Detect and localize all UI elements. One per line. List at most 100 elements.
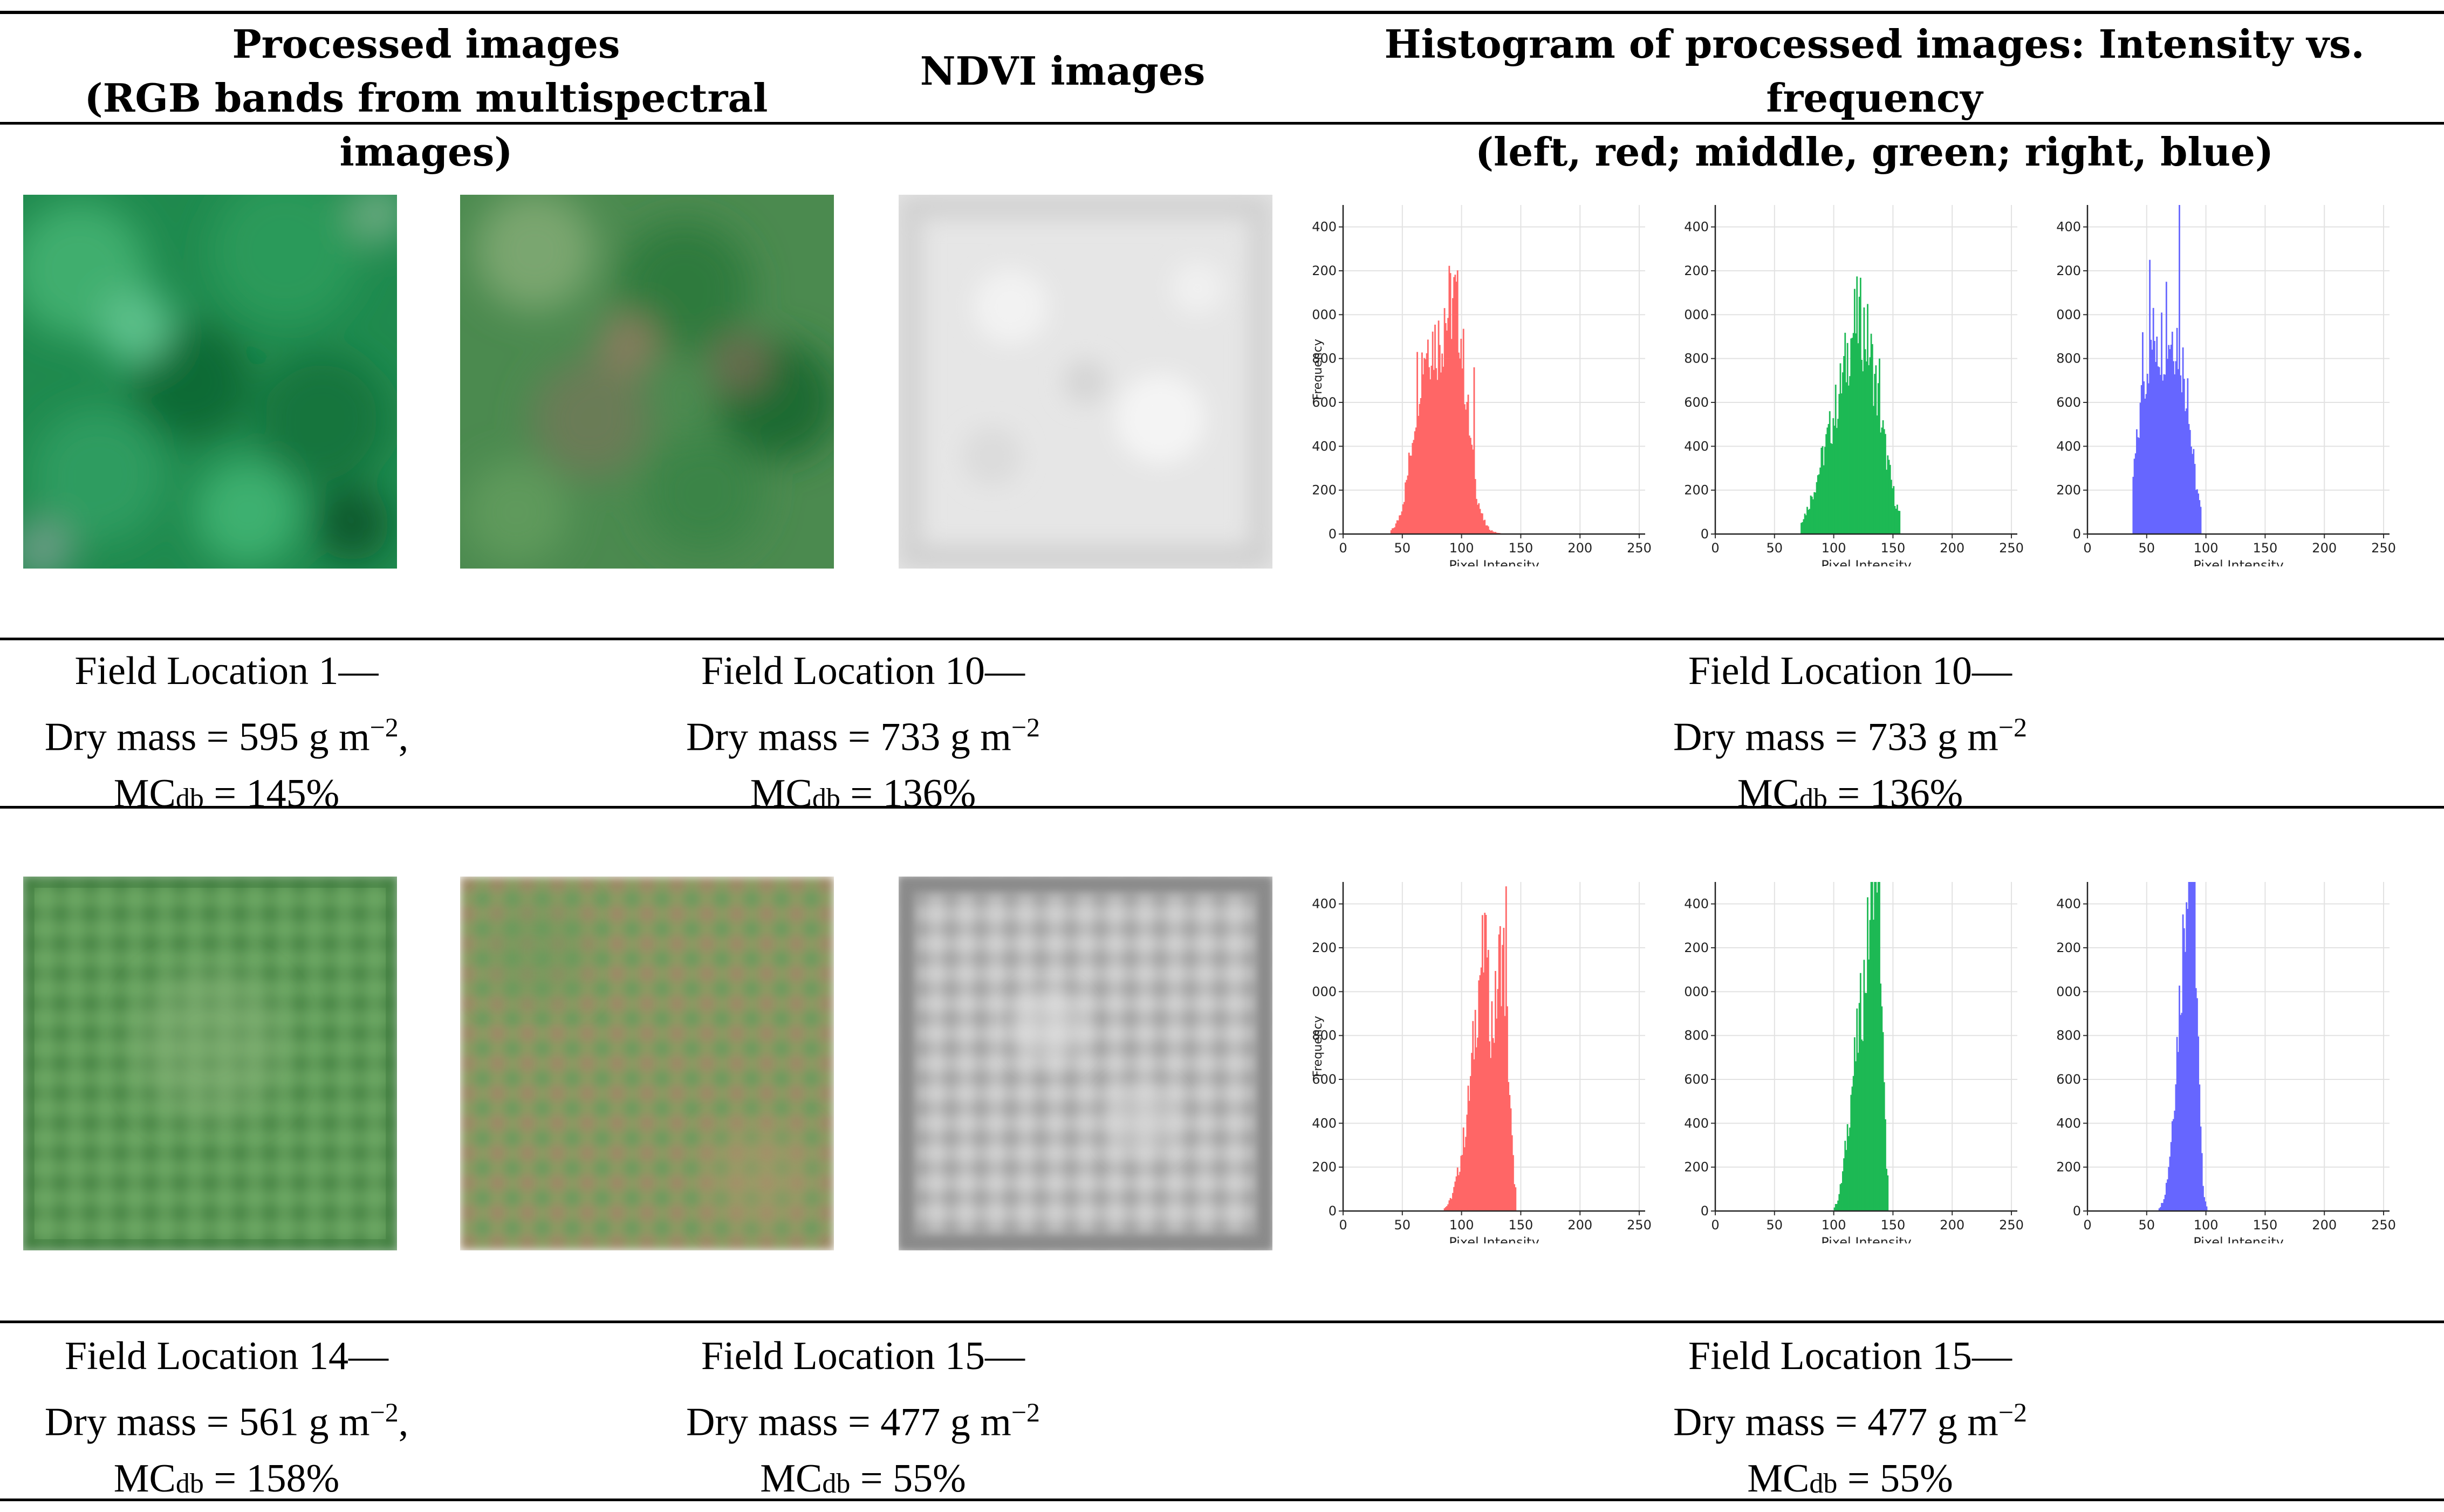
histogram-bar <box>1480 967 1482 1211</box>
x-axis-label: Pixel Intensity <box>2193 558 2284 566</box>
histogram-bar <box>1443 1208 1446 1211</box>
x-axis-label: Pixel Intensity <box>1821 558 1912 566</box>
histogram-bar <box>1447 318 1449 534</box>
histogram-bar <box>1880 983 1882 1211</box>
histogram-bar <box>1877 882 1879 1211</box>
histogram-bar <box>1411 455 1412 534</box>
histogram-bar <box>1822 446 1824 534</box>
caption-location: Field Location 15— <box>701 1334 1025 1378</box>
histogram-bar <box>1879 882 1880 1211</box>
x-tick-label: 200 <box>1567 1217 1592 1233</box>
histogram-bar <box>1861 1039 1863 1211</box>
caption-row2-col2: Field Location 15— Dry mass = 477 g m−2 … <box>620 1328 1106 1512</box>
histogram-bar <box>1427 339 1429 534</box>
histogram-bar <box>1801 523 1802 534</box>
y-tick-label: 1200 <box>1311 263 1337 278</box>
x-tick-label: 50 <box>1767 1217 1783 1233</box>
rgb-image-location-10 <box>460 195 834 569</box>
histogram-bar <box>2203 1197 2206 1211</box>
histogram-bar <box>2188 882 2190 1211</box>
histogram-bar <box>1859 277 1861 534</box>
histogram-bar <box>1455 282 1457 534</box>
y-tick-label: 1400 <box>1683 220 1709 235</box>
histogram-row1-red: 0 50 100 150 200 250 0 200 400 600 800 1000 1200 1400… <box>1311 205 1652 566</box>
x-tick-label: 150 <box>1881 1217 1906 1233</box>
histogram-bar <box>2170 345 2172 534</box>
y-tick-label: 1000 <box>2055 307 2081 322</box>
x-tick-label: 50 <box>1394 541 1411 556</box>
histogram-bar <box>1887 1175 1889 1211</box>
caption-location: Field Location 15— <box>1688 1334 2012 1378</box>
histogram-bar <box>2134 453 2137 534</box>
histogram-bar <box>2185 411 2186 534</box>
histogram-bar <box>1443 308 1446 534</box>
histogram-bar <box>1881 1006 1883 1211</box>
header-col3-line1: Histogram of processed images: Intensity… <box>1384 21 2365 121</box>
histogram-bar <box>2189 430 2191 534</box>
caption-dry-mass: Dry mass = 733 g m−2 <box>1673 712 2028 760</box>
y-tick-label: 0 <box>1329 1203 1337 1219</box>
histogram-row2-blue: 0 50 100 150 200 250 0 200 400 600 800 1000 1200 1400… <box>2055 882 2396 1243</box>
histogram-bar <box>1454 275 1456 534</box>
histogram-bar <box>1471 1052 1473 1211</box>
caption-dry-mass: Dry mass = 477 g m−2 <box>686 1397 1040 1445</box>
histogram-bar <box>2202 1186 2204 1211</box>
histogram-bar <box>1475 498 1477 534</box>
y-tick-label: 1400 <box>1311 897 1337 912</box>
histogram-bar <box>2187 378 2189 534</box>
histogram-bar <box>1432 331 1434 534</box>
caption-location: Field Location 14— <box>64 1334 389 1378</box>
histogram-bar <box>1498 934 1500 1211</box>
y-tick-label: 600 <box>1684 395 1709 410</box>
y-tick-label: 1200 <box>1683 940 1709 955</box>
histogram-bar <box>1468 1100 1470 1211</box>
histogram-bar <box>2173 361 2174 534</box>
histogram-bar <box>2192 454 2194 534</box>
histogram-bar <box>2164 374 2166 534</box>
histogram-bar <box>2179 986 2180 1211</box>
caption-row2-col1: Field Location 14— Dry mass = 561 g m−2,… <box>0 1328 453 1512</box>
caption-location: Field Location 10— <box>1688 649 2012 693</box>
histogram-bar <box>1394 527 1396 534</box>
x-tick-label: 150 <box>1881 541 1906 556</box>
histogram-bar <box>1472 449 1474 534</box>
histogram-bar <box>1471 444 1473 534</box>
histogram-bar <box>1495 532 1496 534</box>
histogram-bar <box>1812 499 1814 534</box>
x-tick-label: 250 <box>1627 541 1652 556</box>
histogram-bar <box>1852 1076 1854 1211</box>
x-tick-label: 250 <box>1999 541 2024 556</box>
histogram-bar <box>1511 1135 1513 1211</box>
histogram-bar <box>1479 509 1481 534</box>
histogram-bar <box>2167 1179 2168 1211</box>
histogram-bar <box>1850 338 1852 534</box>
histogram-bar <box>1402 504 1404 534</box>
x-tick-label: 250 <box>1627 1217 1652 1233</box>
histogram-bar <box>1888 460 1890 534</box>
histogram-bar <box>1485 525 1487 534</box>
histogram-bar <box>2185 952 2186 1211</box>
histogram-bar <box>1869 357 1871 534</box>
histogram-bar <box>2194 882 2196 1211</box>
histogram-bar <box>1445 1207 1447 1211</box>
y-tick-label: 600 <box>2056 1072 2081 1087</box>
y-tick-label: 1000 <box>1311 307 1337 322</box>
histogram-bar <box>1491 530 1493 534</box>
histogram-bar <box>1442 366 1445 534</box>
histogram-bar <box>1446 1206 1448 1211</box>
histogram-bar <box>1490 530 1492 534</box>
histogram-bar <box>2150 339 2152 534</box>
histogram-bar <box>2133 459 2135 534</box>
histogram-row2-green: 0 50 100 150 200 250 0 200 400 600 800 1000 1200 1400… <box>1683 882 2024 1243</box>
histogram-bar <box>1515 1187 1517 1211</box>
histogram-bar <box>2190 446 2192 534</box>
histogram-bar <box>1489 1041 1490 1211</box>
histogram-bar <box>2186 902 2188 1211</box>
histogram-bar <box>1873 919 1874 1211</box>
histogram-bar <box>1883 429 1885 534</box>
histogram-bar <box>2138 437 2140 534</box>
histogram-bar <box>2183 379 2185 534</box>
histogram-bar <box>2146 373 2148 534</box>
histogram-bar <box>1483 972 1484 1211</box>
histogram-bar <box>2183 928 2185 1211</box>
